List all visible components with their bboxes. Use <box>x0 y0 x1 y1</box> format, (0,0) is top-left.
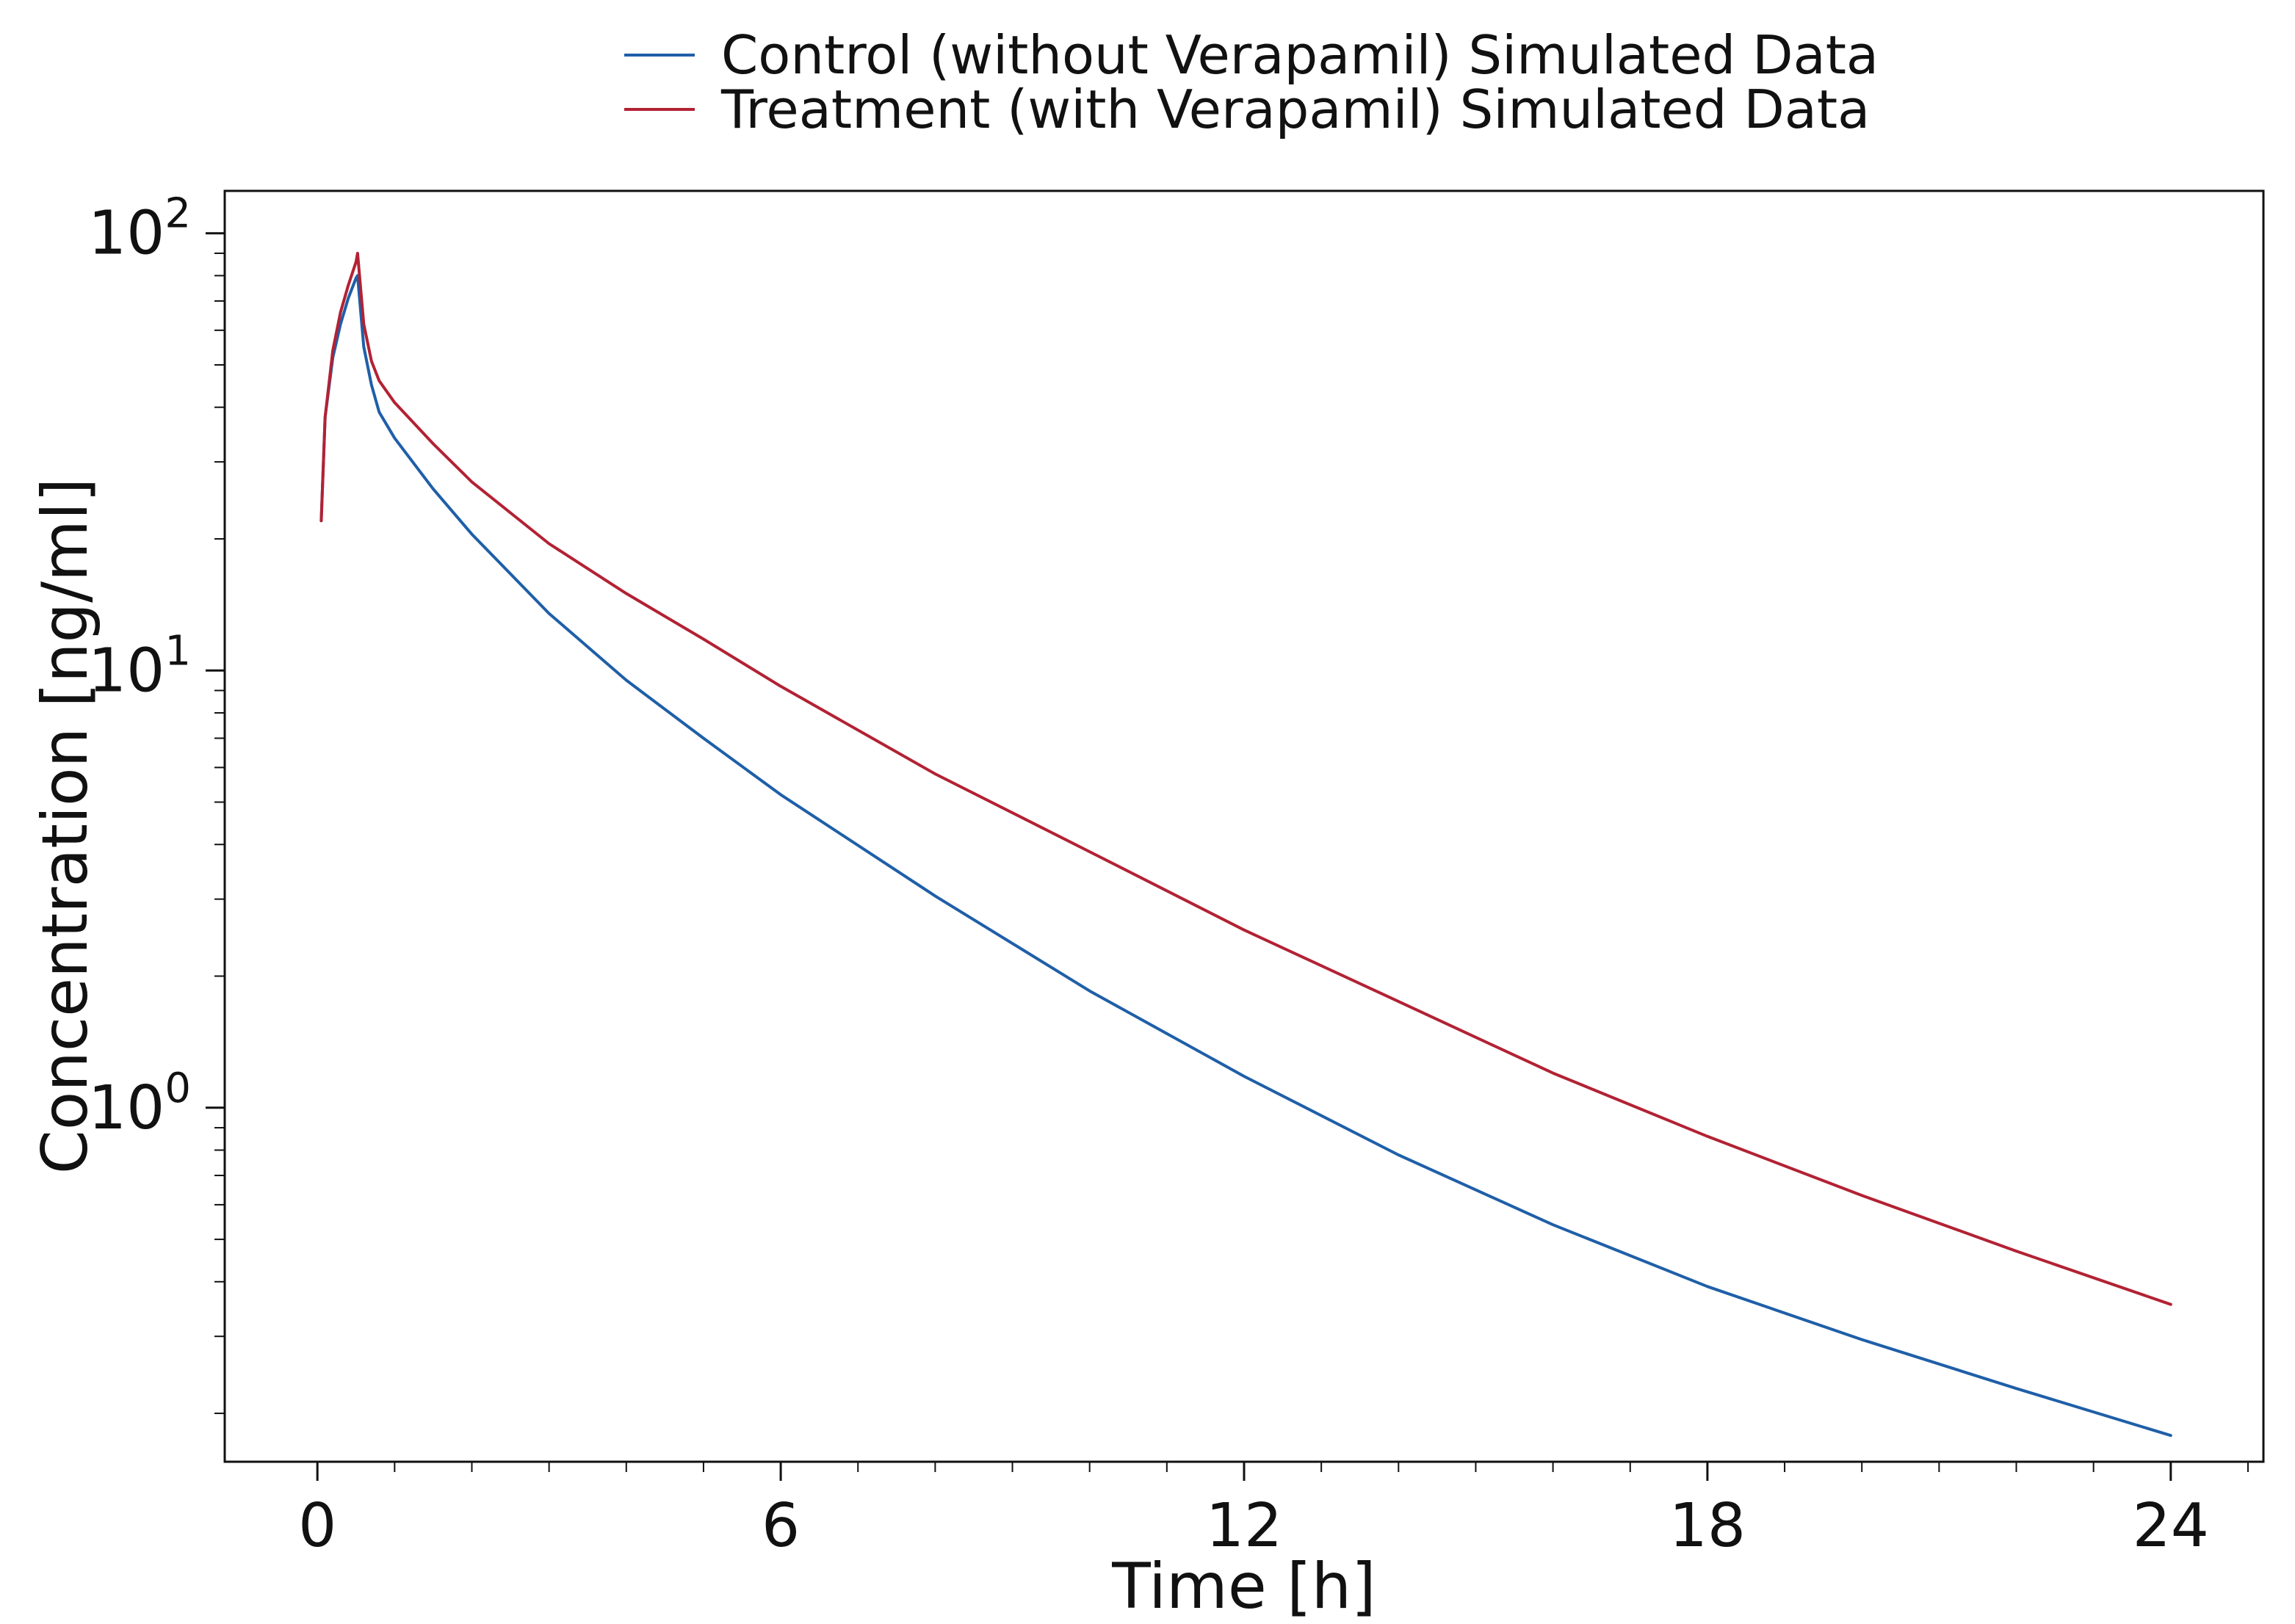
x-tick-label: 24 <box>2133 1491 2209 1561</box>
y-tick-label-exponent: 0 <box>165 1065 191 1112</box>
y-tick-label: 101 <box>88 627 191 706</box>
series-layer <box>319 252 2172 1438</box>
x-tick-label: 6 <box>762 1491 800 1561</box>
legend-swatch-control <box>624 54 695 57</box>
legend-entry-control: Control (without Verapamil) Simulated Da… <box>624 28 1879 82</box>
legend-label-treatment: Treatment (with Verapamil) Simulated Dat… <box>721 79 1871 140</box>
y-axis-label: Concentration [ng/ml] <box>29 478 102 1175</box>
y-tick-label-exponent: 2 <box>165 190 191 238</box>
series-line-control <box>319 274 2172 1438</box>
y-tick-label: 102 <box>88 190 191 269</box>
legend: Control (without Verapamil) Simulated Da… <box>624 28 1879 137</box>
x-axis-label: Time [h] <box>1111 1550 1376 1623</box>
x-tick-label: 18 <box>1669 1491 1746 1561</box>
y-tick-label-base: 10 <box>88 636 165 706</box>
series-line-treatment <box>319 252 2172 1306</box>
x-tick-label: 0 <box>298 1491 336 1561</box>
legend-entry-treatment: Treatment (with Verapamil) Simulated Dat… <box>624 82 1879 137</box>
y-tick-label-exponent: 1 <box>165 627 191 675</box>
plot-frame <box>223 189 2265 1463</box>
y-tick-label-base: 10 <box>88 199 165 269</box>
legend-swatch-treatment <box>624 108 695 111</box>
y-tick-label-base: 10 <box>88 1073 165 1143</box>
x-tick-label: 12 <box>1206 1491 1282 1561</box>
legend-label-control: Control (without Verapamil) Simulated Da… <box>721 24 1879 86</box>
y-tick-label: 100 <box>88 1065 191 1143</box>
